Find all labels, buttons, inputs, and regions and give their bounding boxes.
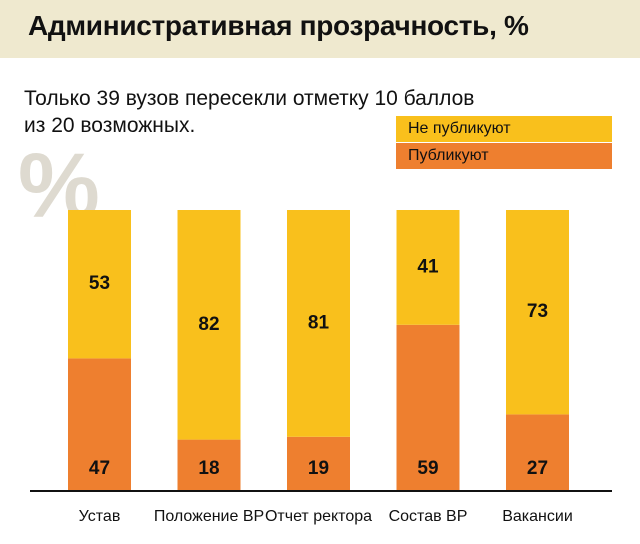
chart-title: Административная прозрачность, % (28, 10, 529, 41)
category-label-1: Положение ВР (154, 508, 264, 525)
subtitle-line-1: Только 39 вузов пересекли отметку 10 бал… (24, 87, 475, 110)
bar-not-publish-4 (506, 210, 569, 415)
value-label-not-publish-2: 81 (308, 312, 330, 333)
category-label-3: Состав ВР (389, 508, 468, 525)
legend-not-publish: Не публикуют (396, 116, 612, 142)
value-label-publish-1: 18 (198, 458, 219, 479)
legend-publish: Публикуют (396, 143, 612, 169)
chart-subtitle: Только 39 вузов пересекли отметку 10 бал… (24, 85, 544, 139)
value-label-not-publish-4: 73 (527, 301, 548, 322)
value-label-not-publish-0: 53 (89, 273, 110, 294)
value-label-publish-2: 19 (308, 458, 329, 479)
bar-publish-1 (177, 439, 241, 490)
bar-not-publish-2 (287, 210, 350, 437)
title-band (0, 0, 640, 58)
value-label-not-publish-1: 82 (198, 314, 219, 335)
bar-not-publish-0 (68, 210, 131, 359)
bar-not-publish-1 (177, 210, 241, 440)
bar-publish-4 (506, 414, 569, 490)
bar-publish-3 (396, 324, 460, 490)
value-label-publish-3: 59 (417, 458, 438, 479)
category-label-0: Устав (79, 508, 121, 525)
bar-not-publish-3 (396, 210, 460, 325)
subtitle-line-2: из 20 возможных. (24, 114, 196, 137)
bar-publish-2 (287, 436, 350, 490)
value-label-publish-4: 27 (527, 458, 548, 479)
value-label-not-publish-3: 41 (417, 256, 439, 277)
category-label-4: Вакансии (502, 508, 573, 525)
bar-publish-0 (68, 358, 131, 490)
category-label-2: Отчет ректора (265, 508, 372, 525)
value-label-publish-0: 47 (89, 458, 110, 479)
